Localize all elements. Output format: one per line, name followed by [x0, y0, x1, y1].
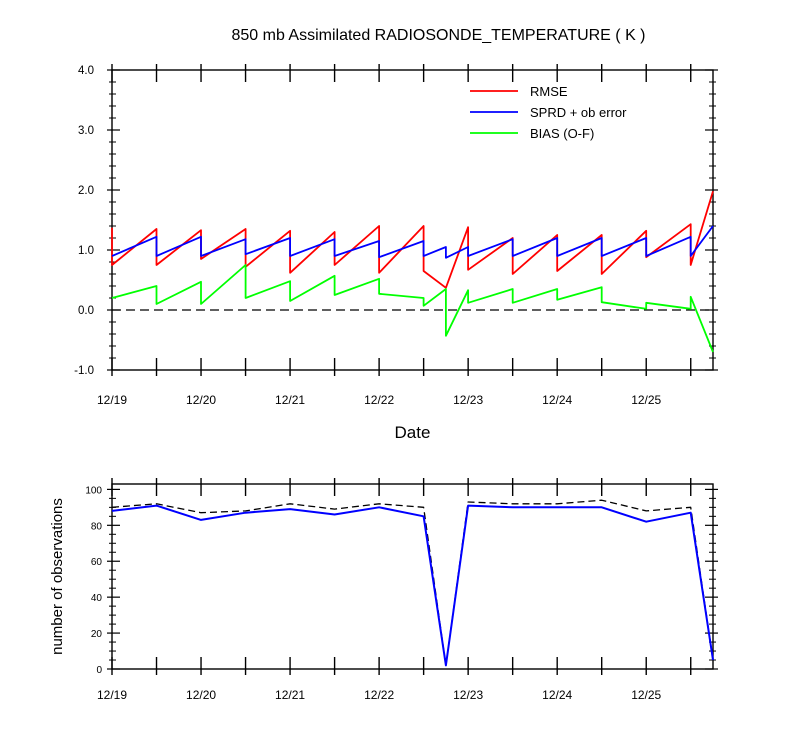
top-ytick-label: 4.0	[78, 65, 94, 77]
bottom-xtick-label: 12/22	[364, 688, 394, 702]
legend-label-bias-o-f: BIAS (O-F)	[530, 126, 594, 141]
top-series-rmse	[111, 190, 714, 289]
bottom-xtick-label: 12/19	[97, 688, 127, 702]
top-xtick-label: 12/24	[542, 393, 572, 407]
bottom-ytick-label: 0	[96, 665, 102, 676]
top-panel: 12/19 12/20 12/21 12/22 12/23 12/24 12/25 4.0 3.…	[74, 27, 718, 442]
bottom-series-possible	[111, 499, 714, 667]
bottom-xtick-label: 12/24	[542, 688, 572, 702]
bottom-xtick-label: 12/21	[275, 688, 305, 702]
top-xtick-label: 12/23	[453, 393, 483, 407]
bottom-xtick-label: 12/23	[453, 688, 483, 702]
top-xtick-label: 12/25	[631, 393, 661, 407]
bottom-xtick-label: 12/20	[186, 688, 216, 702]
top-plot-frame	[111, 69, 714, 371]
top-series-sprd-ob-error	[111, 225, 714, 259]
bottom-ytick-label: 20	[91, 629, 103, 640]
top-series-bias-o-f	[111, 264, 714, 353]
top-xtick-label: 12/20	[186, 393, 216, 407]
bottom-xtick-label: 12/25	[631, 688, 661, 702]
top-xtick-label: 12/21	[275, 393, 305, 407]
bottom-ytick-label: 100	[85, 485, 102, 496]
top-ytick-label: 1.0	[78, 245, 94, 257]
top-ytick-label: -1.0	[74, 365, 94, 377]
bottom-ytick-label: 40	[91, 593, 103, 604]
top-xtick-label: 12/19	[97, 393, 127, 407]
bottom-plot-frame	[111, 483, 714, 670]
top-ytick-label: 0.0	[78, 305, 94, 317]
legend-label-sprd-ob-error: SPRD + ob error	[530, 105, 627, 120]
bottom-ytick-label: 60	[91, 557, 103, 568]
top-ytick-label: 2.0	[78, 185, 94, 197]
bottom-ytick-label: 80	[91, 521, 103, 532]
y-axis-label: number of observations	[49, 498, 66, 655]
chart-title: 850 mb Assimilated RADIOSONDE_TEMPERATUR…	[231, 27, 645, 44]
top-xtick-label: 12/22	[364, 393, 394, 407]
bottom-panel: 12/19 12/20 12/21 12/22 12/23 12/24 12/25 100 80…	[49, 478, 718, 702]
top-ytick-label: 3.0	[78, 125, 94, 137]
bottom-series-used	[111, 504, 714, 667]
x-axis-label: Date	[395, 423, 431, 442]
legend-label-rmse: RMSE	[530, 84, 568, 99]
